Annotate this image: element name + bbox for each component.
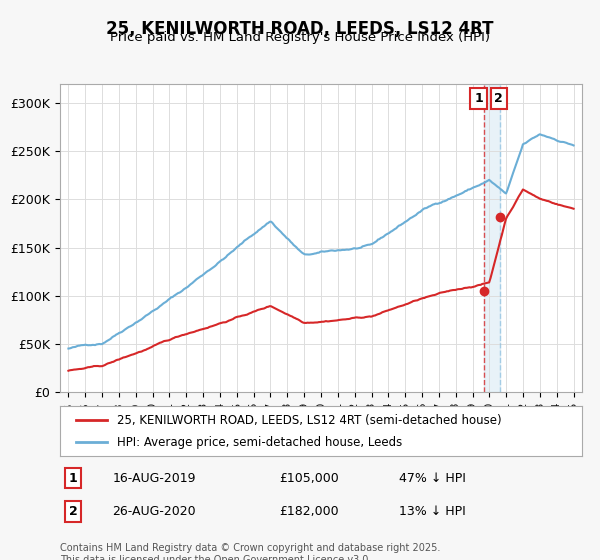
Text: 1: 1	[474, 92, 483, 105]
Text: 25, KENILWORTH ROAD, LEEDS, LS12 4RT (semi-detached house): 25, KENILWORTH ROAD, LEEDS, LS12 4RT (se…	[118, 414, 502, 427]
Text: £182,000: £182,000	[279, 505, 339, 518]
Text: 13% ↓ HPI: 13% ↓ HPI	[400, 505, 466, 518]
Text: 1: 1	[68, 472, 77, 484]
Text: Contains HM Land Registry data © Crown copyright and database right 2025.
This d: Contains HM Land Registry data © Crown c…	[60, 543, 440, 560]
Text: 2: 2	[68, 505, 77, 518]
Bar	[484, 84, 500, 392]
Text: 25, KENILWORTH ROAD, LEEDS, LS12 4RT: 25, KENILWORTH ROAD, LEEDS, LS12 4RT	[106, 20, 494, 38]
Text: 2: 2	[494, 92, 503, 105]
Text: 16-AUG-2019: 16-AUG-2019	[112, 472, 196, 484]
Text: Price paid vs. HM Land Registry's House Price Index (HPI): Price paid vs. HM Land Registry's House …	[110, 31, 490, 44]
Text: £105,000: £105,000	[279, 472, 339, 484]
Text: HPI: Average price, semi-detached house, Leeds: HPI: Average price, semi-detached house,…	[118, 436, 403, 449]
Text: 26-AUG-2020: 26-AUG-2020	[112, 505, 196, 518]
Text: 47% ↓ HPI: 47% ↓ HPI	[400, 472, 466, 484]
